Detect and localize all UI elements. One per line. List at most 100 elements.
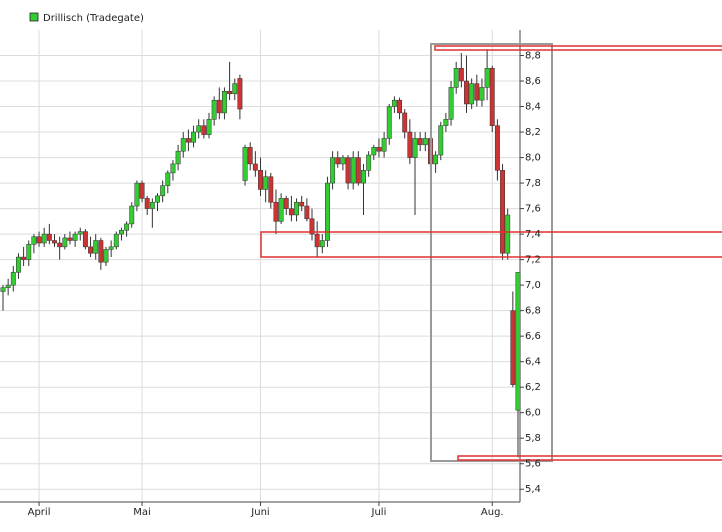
candle-body [170,163,176,174]
candle-body [10,272,16,286]
candle-body [16,256,21,273]
y-tick-label: 6,8 [525,306,541,317]
candle-body [412,138,418,158]
candle-body [397,99,403,114]
candle-body [474,83,480,101]
candle-body [211,99,217,120]
candle-body [36,236,42,244]
candle-body [129,205,135,225]
candle-body [62,237,68,248]
candle-body [46,233,52,241]
candle-body [88,246,93,254]
candle-body [263,176,269,190]
candle-body [21,256,27,260]
x-tick-label: Mai [133,507,151,518]
candle-body [232,83,238,95]
candles [0,49,521,458]
candle-body [268,176,274,203]
candle-body [165,172,171,186]
candle-body [185,138,191,143]
candle-body [458,68,464,82]
candle-body [453,68,459,88]
candle-body [340,157,346,165]
candle-body [314,233,320,248]
candle-body [484,68,490,88]
candle-body [355,157,361,184]
candle-body [191,131,197,143]
candle-body [376,147,382,152]
y-tick-label: 8,2 [525,127,541,138]
y-tick-label: 5,4 [525,484,541,495]
candle-body [325,182,330,241]
candle-body [402,112,408,133]
candle-body [489,68,495,126]
candle-body [216,99,222,114]
candle-body [288,208,294,216]
x-tick-label: Juli [371,507,387,518]
candle-body [258,170,263,190]
candle-body [67,237,73,241]
candle-body [510,310,516,385]
candle-body [5,284,11,288]
candle-body [144,198,150,209]
legend-label: Drillisch (Tradegate) [43,13,144,24]
candle-body [237,78,243,110]
candle-body [206,119,212,135]
candle-body [0,287,6,292]
candle-body [201,125,207,135]
y-tick-label: 6,2 [525,382,541,393]
candle-body [330,157,336,184]
candle-body [98,240,104,263]
candle-body [422,138,428,146]
candle-body [366,154,372,171]
candle-body [438,125,444,156]
candle-body [273,201,279,222]
candle-body [52,240,57,244]
y-tick-label: 8,6 [525,76,541,87]
y-tick-label: 7,2 [525,255,541,266]
y-tick-label: 5,8 [525,433,541,444]
y-tick-label: 7,0 [525,280,541,291]
candle-body [72,233,78,241]
candle-body [448,87,454,120]
candle-body [381,138,387,152]
candle-body [175,150,181,165]
candle-body [155,195,160,203]
y-tick-label: 5,6 [525,459,541,470]
candle-body [443,119,449,126]
support-zone [260,231,722,258]
candle-body [304,205,310,220]
resistance-zone [434,45,722,51]
candle-body [180,138,186,152]
candle-body [283,198,289,209]
y-tick-label: 6,0 [525,408,541,419]
candle-body [77,231,83,235]
y-tick-label: 7,6 [525,204,541,215]
y-tick-label: 7,8 [525,178,541,189]
candle-body [242,147,248,181]
candle-body [294,201,300,216]
candle-body [160,185,166,197]
candle-body [386,106,392,139]
x-tick-label: Juni [250,507,269,518]
candle-body [103,249,109,263]
candle-body [82,231,88,248]
candle-body [319,240,325,248]
candle-body [124,223,130,231]
candle-body [464,80,469,105]
candle-body [113,233,119,248]
candle-body [391,99,397,107]
candle-body [335,157,341,165]
y-tick-label: 8,0 [525,153,541,164]
x-tick-label: Aug. [481,507,504,518]
y-tick-label: 6,4 [525,357,541,368]
candle-body [345,157,351,184]
candle-body [93,240,99,254]
candle-body [469,83,475,105]
candle-body [479,87,485,101]
candle-body [417,138,423,146]
candle-body [252,163,258,171]
candle-body [247,147,253,165]
